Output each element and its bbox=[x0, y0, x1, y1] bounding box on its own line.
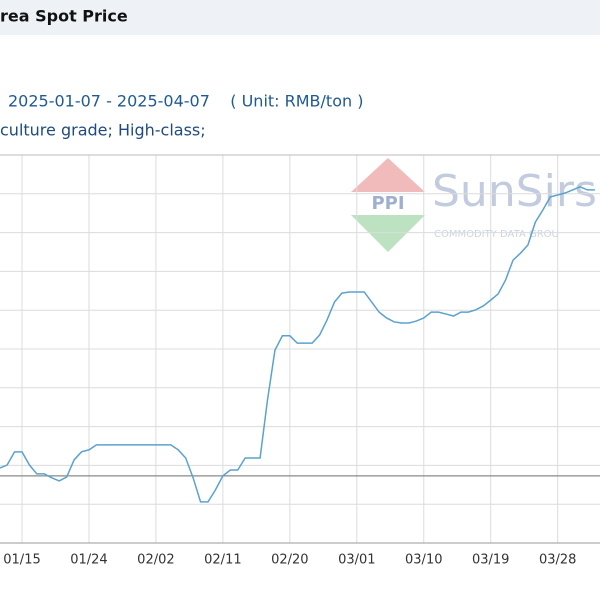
x-tick-label: 02/20 bbox=[271, 553, 308, 568]
x-tick-label: 03/28 bbox=[539, 553, 576, 568]
watermark-name: SunSirs bbox=[432, 166, 597, 217]
x-tick-label: 02/02 bbox=[137, 553, 174, 568]
x-tick-label: 01/24 bbox=[70, 553, 107, 568]
chart-title: rea Spot Price bbox=[0, 7, 128, 26]
x-tick-label: 02/11 bbox=[204, 553, 241, 568]
x-tick-label: 03/01 bbox=[338, 553, 375, 568]
watermark-tagline: COMMODITY DATA GROU bbox=[434, 229, 559, 240]
logo-top bbox=[351, 158, 425, 192]
price-line bbox=[0, 186, 595, 503]
logo-bottom bbox=[351, 215, 425, 252]
x-tick-label: 01/15 bbox=[3, 553, 40, 568]
logo-text: PPI bbox=[371, 193, 404, 214]
x-tick-label: 03/19 bbox=[472, 553, 509, 568]
watermark: PPI SunSirs COMMODITY DATA GROU bbox=[351, 158, 597, 252]
subtitle-2: culture grade; High-class; bbox=[0, 121, 206, 140]
subtitle: 2025-01-07 - 2025-04-07 ( Unit: RMB/ton … bbox=[8, 92, 363, 111]
header-band bbox=[0, 0, 600, 35]
x-tick-label: 03/10 bbox=[405, 553, 442, 568]
